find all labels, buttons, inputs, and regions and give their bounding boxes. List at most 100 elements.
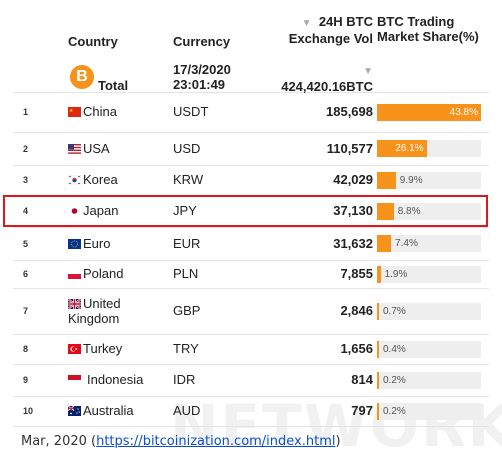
country-cell: Euro <box>68 236 110 251</box>
country-cell: Indonesia <box>68 372 143 387</box>
timestamp-time: 23:01:49 <box>173 77 226 92</box>
currency-cell: JPY <box>173 203 197 218</box>
market-share-fill <box>377 171 396 189</box>
market-share-fill <box>377 302 379 320</box>
caption-suffix: ) <box>335 434 341 449</box>
indonesia-flag-icon <box>68 372 83 387</box>
country-cell: Australia <box>68 403 134 418</box>
market-share-label: 0.2% <box>383 374 406 386</box>
country-cell: Korea <box>68 172 118 187</box>
volume-cell: 110,577 <box>326 140 373 156</box>
header-share-line2: Market Share(%) <box>377 29 479 44</box>
volume-cell: 7,855 <box>340 266 373 281</box>
source-link[interactable]: https://bitcoinization.com/index.html <box>96 434 336 449</box>
rank-cell: 3 <box>23 175 29 185</box>
currency-cell: USDT <box>173 104 209 119</box>
table-row[interactable]: 1 ★ China USDT 185,698 43.8% <box>13 92 489 133</box>
market-share-fill <box>377 340 379 358</box>
header-currency[interactable]: Currency <box>173 34 231 49</box>
header-volume-line1: 24H BTC <box>318 14 373 29</box>
volume-cell: 42,029 <box>333 172 373 187</box>
country-name: Indonesia <box>87 372 144 387</box>
volume-cell: 185,698 <box>326 104 373 119</box>
market-share-bar: 0.4% <box>377 340 481 358</box>
table-row[interactable]: 8 Turkey TRY 1,656 0.4% <box>13 334 489 365</box>
china-flag-icon: ★ <box>68 104 83 119</box>
market-share-fill <box>377 140 427 157</box>
market-share-label: 0.7% <box>383 305 406 317</box>
country-name: China <box>83 104 117 119</box>
volume-cell: 2,846 <box>340 303 373 318</box>
currency-cell: AUD <box>173 403 201 418</box>
header-market-share[interactable]: BTC Trading Market Share(%) <box>377 14 479 44</box>
country-name: Korea <box>83 172 118 187</box>
rank-cell: 9 <box>23 375 29 385</box>
market-share-fill <box>377 265 381 283</box>
country-cell: Turkey <box>68 341 122 356</box>
table-row[interactable]: 7 United Kingdom GBP 2,846 0.7% <box>13 288 489 335</box>
market-share-bar: 8.8% <box>377 202 481 220</box>
bitcoin-logo-icon: B <box>70 65 94 89</box>
country-cell: Japan <box>68 203 118 218</box>
usa-flag-icon <box>68 141 83 156</box>
exchange-volume-table: Country Currency ▼ 24H BTC Exchange Vol … <box>3 0 489 427</box>
country-cell: ★ China <box>68 104 117 119</box>
header-country[interactable]: Country <box>68 34 118 49</box>
rank-cell: 4 <box>23 206 29 216</box>
table-row[interactable]: 9 Indonesia IDR 814 0.2% <box>13 364 489 397</box>
total-volume: ▼ 424,420.16BTC <box>281 62 373 94</box>
market-share-bar: 0.7% <box>377 302 481 320</box>
australia-flag-icon <box>68 403 83 418</box>
volume-cell: 31,632 <box>333 235 373 251</box>
currency-cell: EUR <box>173 235 201 251</box>
currency-cell: IDR <box>173 372 196 387</box>
table-row[interactable]: 4 Japan JPY 37,130 8.8% <box>13 195 489 228</box>
rank-cell: 5 <box>23 238 29 249</box>
country-name: Japan <box>83 203 119 218</box>
country-name: Australia <box>83 403 134 418</box>
timestamp: 17/3/2020 23:01:49 <box>173 62 231 92</box>
market-share-label: 8.8% <box>397 205 421 217</box>
currency-cell: USD <box>173 140 201 156</box>
volume-cell: 1,656 <box>340 341 373 356</box>
country-cell: United Kingdom <box>68 296 121 326</box>
country-name: USA <box>83 140 110 156</box>
source-caption: Mar, 2020 (https://bitcoinization.com/in… <box>21 434 341 449</box>
market-share-bar: 9.9% <box>377 171 481 189</box>
country-name: Euro <box>83 235 111 251</box>
market-share-label: 9.9% <box>399 174 423 186</box>
country-name: Turkey <box>83 341 123 356</box>
sort-down-icon-secondary: ▼ <box>363 66 373 77</box>
market-share-bar: 26.1% <box>377 140 481 157</box>
country-cell: Poland <box>68 266 123 281</box>
rank-cell: 8 <box>23 344 29 354</box>
market-share-fill <box>377 402 379 420</box>
market-share-bar: 43.8% <box>377 103 481 121</box>
market-share-label: 0.2% <box>383 405 406 417</box>
total-label: Total <box>98 78 129 93</box>
country-name-line2: Kingdom <box>68 311 120 326</box>
caption-prefix: Mar, 2020 ( <box>21 434 97 449</box>
market-share-fill <box>377 103 481 121</box>
market-share-fill <box>377 371 379 389</box>
table-row[interactable]: 5 Euro EUR 31,632 7.4% <box>13 227 489 261</box>
currency-cell: PLN <box>173 266 199 281</box>
sort-down-icon: ▼ <box>301 18 312 29</box>
table-row[interactable]: 6 Poland PLN 7,855 1.9% <box>13 260 489 289</box>
rank-cell: 2 <box>23 143 29 154</box>
currency-cell: GBP <box>173 303 201 318</box>
volume-cell: 797 <box>351 403 373 418</box>
korea-flag-icon <box>68 172 83 187</box>
header-volume[interactable]: ▼ 24H BTC Exchange Vol <box>289 14 373 46</box>
market-share-label: 1.9% <box>384 268 408 280</box>
header-share-line1: BTC Trading <box>377 14 455 29</box>
market-share-bar: 0.2% <box>377 371 481 389</box>
table-row[interactable]: 3 Korea KRW 42,029 9.9% <box>13 165 489 196</box>
table-row[interactable]: 2 USA USD 110,577 26.1% <box>13 132 489 166</box>
table-row[interactable]: 10 Australia AUD 797 0.2% <box>13 396 489 427</box>
country-name-line1: United <box>83 296 121 311</box>
country-name: Poland <box>83 266 124 281</box>
japan-flag-icon <box>68 203 83 218</box>
market-share-fill <box>377 235 392 252</box>
total-volume-value: 424,420.16BTC <box>281 79 373 94</box>
